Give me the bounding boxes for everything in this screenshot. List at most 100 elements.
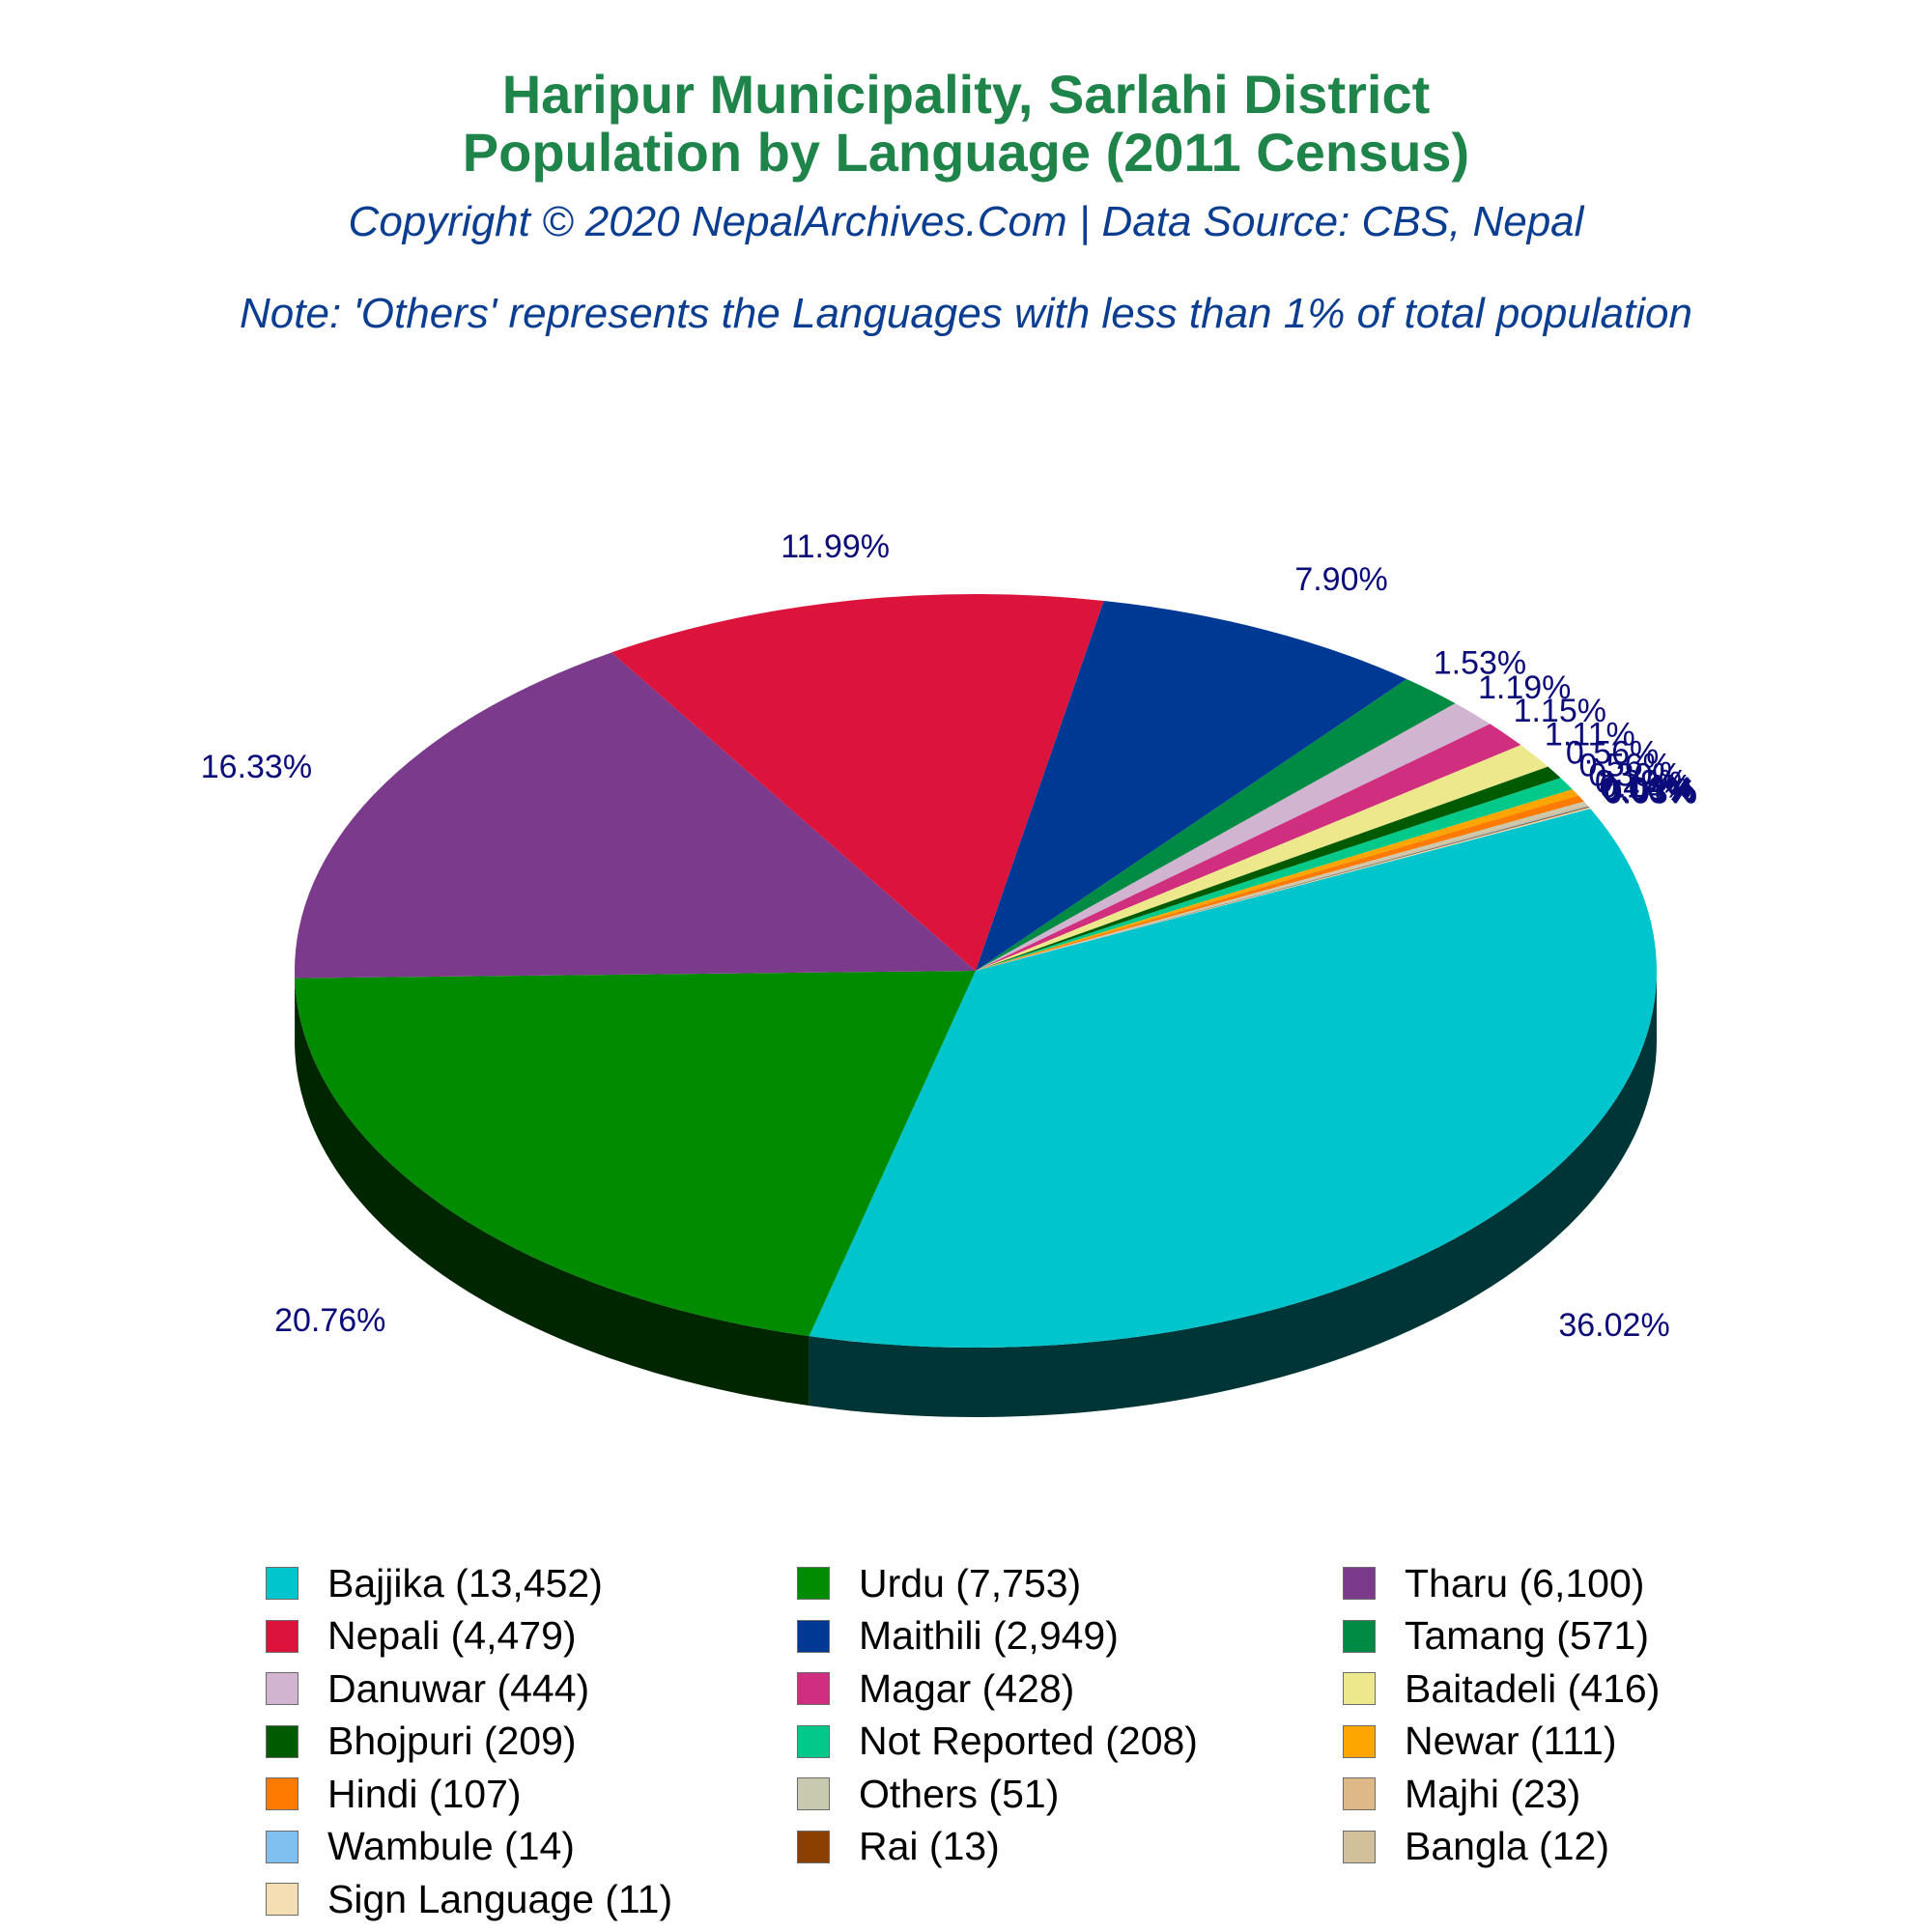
- legend-label: Newar (111): [1405, 1719, 1617, 1763]
- legend-swatch: [266, 1619, 298, 1653]
- pie-label-magar: 1.15%: [1514, 693, 1606, 729]
- pie-slice-magar: [976, 724, 1521, 971]
- pie-label-nepali: 11.99%: [781, 528, 890, 565]
- legend-label: Majhi (23): [1405, 1771, 1581, 1816]
- legend-label: Wambule (14): [327, 1824, 575, 1868]
- legend-swatch: [1343, 1672, 1376, 1705]
- pie-label-rai: 0.03%: [1603, 773, 1695, 810]
- pie-tops: [295, 594, 1658, 1348]
- pie-label-others: 0.14%: [1599, 768, 1691, 805]
- chart-title-line1: Haripur Municipality, Sarlahi District: [501, 64, 1431, 125]
- pie-slice-bangla: [976, 807, 1590, 971]
- legend-swatch: [797, 1567, 830, 1600]
- pie-slice-newar: [976, 789, 1579, 971]
- legend-swatch: [266, 1672, 298, 1705]
- pie-slice-hindi: [976, 795, 1584, 971]
- pie-label-sign-language: 0.03%: [1605, 775, 1697, 811]
- pie-slice-baitadeli: [976, 745, 1548, 971]
- pie-sides: [295, 971, 1657, 1418]
- pie-label-not-reported: 0.56%: [1579, 747, 1672, 783]
- pie-slice-nepali: [611, 594, 1104, 971]
- legend-item: Maithili (2,949): [797, 1610, 1119, 1662]
- legend-item: Tharu (6,100): [1343, 1557, 1644, 1609]
- legend-swatch: [797, 1672, 830, 1705]
- pie-label-urdu: 20.76%: [274, 1302, 385, 1339]
- legend-swatch: [1343, 1567, 1376, 1600]
- pie-labels: 36.02%20.76%16.33%11.99%7.90%1.53%1.19%1…: [201, 528, 1697, 1344]
- legend-item: Danuwar (444): [266, 1662, 589, 1715]
- pie-side-bajjika: [809, 971, 1657, 1418]
- legend-swatch: [797, 1724, 830, 1758]
- pie-label-maithili: 7.90%: [1294, 561, 1387, 598]
- legend-swatch: [797, 1777, 830, 1810]
- legend-label: Baitadeli (416): [1405, 1665, 1661, 1711]
- pie-label-baitadeli: 1.11%: [1545, 716, 1635, 753]
- legend-item: Rai (13): [797, 1821, 1000, 1873]
- pie-slice-danuwar: [976, 703, 1491, 971]
- legend-swatch: [266, 1724, 298, 1758]
- legend-swatch: [797, 1830, 830, 1863]
- legend-label: Urdu (7,753): [859, 1560, 1082, 1605]
- pie-slice-not-reported: [976, 778, 1573, 971]
- pie-label-hindi: 0.29%: [1595, 763, 1688, 800]
- pie-label-bajjika: 36.02%: [1558, 1307, 1669, 1344]
- pie-label-majhi: 0.06%: [1602, 771, 1694, 808]
- legend-swatch: [266, 1777, 298, 1810]
- legend-item: Bangla (12): [1343, 1821, 1609, 1873]
- legend-swatch: [266, 1830, 298, 1863]
- pie-slice-tharu: [295, 652, 976, 979]
- legend-item: Majhi (23): [1343, 1768, 1580, 1820]
- pie-slice-urdu: [295, 971, 977, 1337]
- legend-label: Bangla (12): [1405, 1824, 1609, 1868]
- pie-slice-majhi: [976, 804, 1588, 971]
- legend-item: Newar (111): [1343, 1716, 1617, 1768]
- legend-swatch: [1343, 1619, 1376, 1653]
- pie-label-tharu: 16.33%: [201, 749, 312, 785]
- legend-label: Sign Language (11): [327, 1876, 673, 1921]
- legend-label: Maithili (2,949): [859, 1613, 1119, 1658]
- pie-slice-maithili: [976, 600, 1407, 971]
- legend-swatch: [797, 1619, 830, 1653]
- pie-side-urdu: [295, 978, 810, 1406]
- pie-slice-sign-language: [976, 808, 1591, 971]
- legend-label: Danuwar (444): [327, 1665, 590, 1711]
- legend-item: Bajjika (13,452): [266, 1557, 603, 1609]
- legend-label: Bhojpuri (209): [327, 1719, 577, 1763]
- pie-chart: 36.02%20.76%16.33%11.99%7.90%1.53%1.19%1…: [201, 528, 1697, 1418]
- pie-slice-bajjika: [809, 809, 1658, 1348]
- pie-label-bangla: 0.03%: [1604, 774, 1696, 810]
- legend-item: Others (51): [797, 1768, 1059, 1820]
- legend-swatch: [1343, 1830, 1376, 1863]
- legend-item: Tamang (571): [1343, 1610, 1649, 1662]
- pie-label-wambule: 0.04%: [1603, 772, 1695, 809]
- pie-slice-tamang: [976, 679, 1456, 971]
- pie-slice-wambule: [976, 806, 1589, 971]
- note-text: Note: 'Others' represents the Languages …: [240, 290, 1692, 337]
- legend-item: Nepali (4,479): [266, 1610, 577, 1662]
- legend-swatch: [1343, 1777, 1376, 1810]
- legend-item: Wambule (14): [266, 1821, 575, 1873]
- legend-swatch: [1343, 1724, 1376, 1758]
- legend-label: Others (51): [859, 1771, 1060, 1816]
- legend-item: Hindi (107): [266, 1768, 522, 1820]
- legend-label: Rai (13): [859, 1824, 1000, 1868]
- copyright-text: Copyright © 2020 NepalArchives.Com | Dat…: [348, 198, 1584, 245]
- pie-slice-others: [976, 801, 1587, 971]
- pie-label-bhojpuri: 0.56%: [1566, 734, 1659, 771]
- legend-item: Magar (428): [797, 1662, 1074, 1715]
- legend-swatch: [266, 1883, 298, 1916]
- pie-slice-bhojpuri: [976, 766, 1561, 971]
- legend-item: Sign Language (11): [266, 1873, 672, 1925]
- legend-label: Tamang (571): [1405, 1613, 1649, 1658]
- pie-label-danuwar: 1.19%: [1478, 669, 1571, 706]
- legend-item: Baitadeli (416): [1343, 1662, 1660, 1715]
- legend-item: Not Reported (208): [797, 1716, 1198, 1768]
- legend-item: Urdu (7,753): [797, 1557, 1081, 1609]
- legend-item: Bhojpuri (209): [266, 1716, 577, 1768]
- legend-label: Tharu (6,100): [1405, 1560, 1645, 1605]
- legend-swatch: [266, 1567, 298, 1600]
- legend-label: Not Reported (208): [859, 1719, 1198, 1763]
- pie-label-newar: 0.30%: [1588, 756, 1681, 793]
- legend-label: Nepali (4,479): [327, 1613, 577, 1658]
- legend-label: Magar (428): [859, 1665, 1075, 1711]
